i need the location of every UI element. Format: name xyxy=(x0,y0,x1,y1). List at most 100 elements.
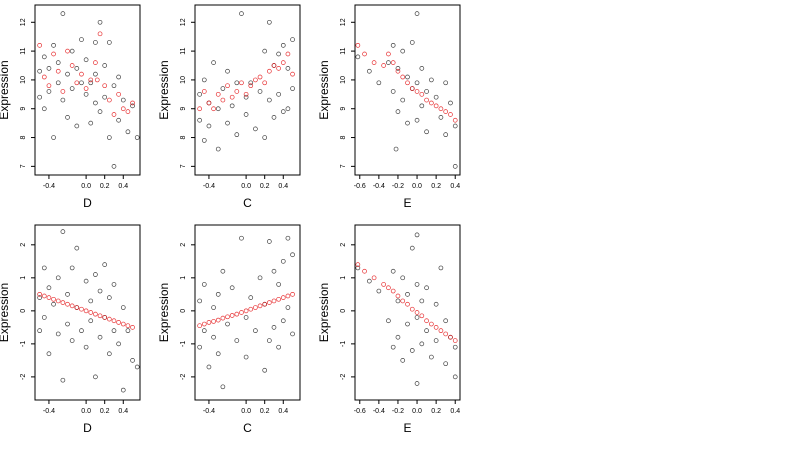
data-point xyxy=(443,80,449,86)
data-point xyxy=(60,377,66,383)
data-point xyxy=(390,42,396,48)
data-point xyxy=(215,146,221,152)
data-point xyxy=(197,91,202,97)
data-point xyxy=(65,71,70,77)
data-point xyxy=(243,112,249,117)
data-point xyxy=(400,97,406,103)
y-tick-label: -2 xyxy=(340,374,347,380)
y-tick-label: 8 xyxy=(180,135,187,139)
data-point xyxy=(55,275,61,281)
y-tick-label: 7 xyxy=(20,164,27,168)
data-point xyxy=(220,315,226,321)
data-point xyxy=(438,115,444,120)
data-point xyxy=(262,80,268,86)
data-point xyxy=(69,265,75,271)
scatter-panel-2: -0.4 0.0 0.2 0.4 7 8 9 10 11 12 C Expression xyxy=(157,4,301,210)
series-2 xyxy=(197,291,295,329)
data-point xyxy=(130,325,135,330)
data-point xyxy=(271,325,277,330)
data-point xyxy=(88,77,94,83)
data-point xyxy=(239,11,244,16)
data-point xyxy=(97,109,103,114)
data-point xyxy=(125,323,131,329)
x-tick-label: 0.0 xyxy=(81,183,91,190)
data-point xyxy=(102,262,108,267)
plot-frame xyxy=(354,4,461,176)
y-tick-label: 9 xyxy=(180,107,187,111)
data-point xyxy=(386,285,391,291)
series-2 xyxy=(37,31,135,117)
data-point xyxy=(120,387,126,393)
data-point xyxy=(106,40,112,45)
data-point xyxy=(438,265,444,271)
data-point xyxy=(102,83,108,89)
y-tick-label: 8 xyxy=(340,135,347,139)
data-point xyxy=(390,89,396,94)
data-point xyxy=(452,338,458,343)
data-point xyxy=(253,126,258,132)
x-tick-label: 0.4 xyxy=(118,408,128,415)
data-point xyxy=(197,323,202,329)
data-point xyxy=(280,258,286,264)
data-point xyxy=(400,275,406,281)
series-1 xyxy=(355,232,458,386)
x-tick-label: 0.2 xyxy=(100,408,110,415)
data-point xyxy=(79,37,84,42)
x-axis-label: D xyxy=(83,196,92,210)
data-point xyxy=(400,298,406,304)
scatter-panel-3: -0.6 -0.4 -0.2 0.0 0.2 0.4 7 8 9 10 11 12 E Expressio… xyxy=(317,4,461,210)
data-point xyxy=(271,63,277,68)
data-point xyxy=(419,103,425,109)
data-point xyxy=(424,129,429,135)
data-point xyxy=(37,68,42,74)
data-point xyxy=(111,318,117,324)
data-point xyxy=(125,129,131,135)
data-point xyxy=(65,291,70,297)
data-point xyxy=(424,97,429,103)
data-point xyxy=(225,321,230,327)
data-point xyxy=(111,328,117,334)
x-tick-label: -0.6 xyxy=(354,408,366,415)
data-point xyxy=(197,344,202,350)
data-point xyxy=(60,229,66,234)
data-point xyxy=(46,83,52,89)
data-point xyxy=(93,100,98,106)
data-point xyxy=(46,285,52,291)
data-point xyxy=(243,308,249,314)
data-point xyxy=(111,112,117,117)
data-point xyxy=(51,42,56,48)
data-point xyxy=(83,308,89,314)
data-point xyxy=(414,232,420,238)
data-point xyxy=(116,341,121,347)
data-point xyxy=(116,117,121,123)
data-point xyxy=(229,94,235,100)
data-point xyxy=(271,268,277,274)
data-point xyxy=(248,83,254,89)
data-point xyxy=(51,51,56,57)
data-point xyxy=(386,60,391,65)
data-point xyxy=(405,120,410,126)
data-point xyxy=(429,100,434,106)
data-point xyxy=(239,235,244,241)
data-point xyxy=(239,310,244,315)
data-point xyxy=(253,328,258,334)
data-point xyxy=(55,68,61,74)
data-point xyxy=(120,106,126,112)
data-point xyxy=(111,83,117,89)
x-tick-label: 0.2 xyxy=(431,408,441,415)
x-tick-label: 0.0 xyxy=(241,183,251,190)
data-point xyxy=(371,60,377,65)
data-point xyxy=(206,320,212,325)
data-point xyxy=(443,109,449,114)
data-point xyxy=(83,57,89,63)
data-point xyxy=(376,80,382,86)
data-point xyxy=(74,80,80,86)
data-point xyxy=(248,306,254,312)
data-point xyxy=(201,282,207,287)
x-tick-label: 0.4 xyxy=(278,408,288,415)
y-tick-label: 0 xyxy=(20,309,27,313)
data-point xyxy=(130,358,135,363)
data-point xyxy=(37,328,42,334)
data-point xyxy=(206,100,212,106)
data-point xyxy=(438,106,444,112)
